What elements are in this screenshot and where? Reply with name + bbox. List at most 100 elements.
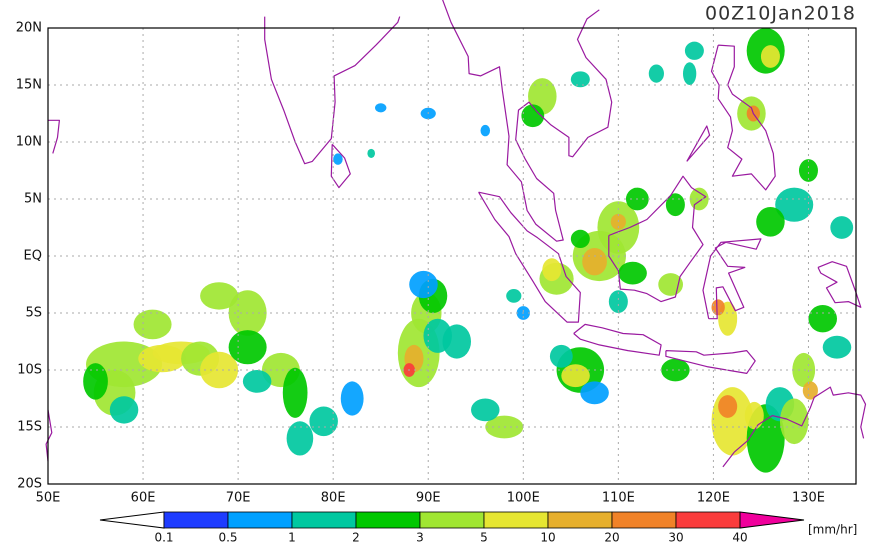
rain-blob — [665, 193, 685, 217]
rain-blob — [367, 148, 376, 158]
lat-label: 20N — [16, 21, 42, 36]
colorbar-label: 0.1 — [154, 531, 173, 545]
rain-blob — [471, 398, 500, 422]
rain-blob — [561, 364, 590, 388]
colorbar-segment — [227, 511, 293, 529]
colorbar-segment — [419, 511, 485, 529]
rain-blob — [682, 62, 697, 85]
lat-label: 15S — [17, 420, 42, 435]
rain-blob — [549, 344, 573, 368]
colorbar-label: 2 — [352, 531, 360, 545]
rain-blob — [309, 406, 338, 437]
rain-blob — [760, 45, 780, 68]
lon-label: 50E — [36, 491, 61, 506]
rain-blob — [542, 258, 562, 282]
rain-blob — [570, 71, 590, 88]
rain-blob — [200, 351, 239, 389]
rain-blob — [200, 282, 239, 310]
lat-label: 10N — [16, 135, 42, 150]
rain-blob — [580, 381, 609, 405]
rain-blob — [521, 104, 545, 128]
lon-label: 100E — [507, 491, 540, 506]
rain-blob — [480, 124, 491, 137]
colorbar-label: 5 — [480, 531, 488, 545]
colorbar-segment — [675, 511, 741, 529]
lon-label: 60E — [131, 491, 156, 506]
lon-label: 80E — [321, 491, 346, 506]
rain-blob — [282, 367, 308, 418]
rain-layer — [83, 28, 854, 473]
rain-blob — [808, 305, 837, 333]
lon-label: 90E — [416, 491, 441, 506]
colorbar-label: 30 — [668, 531, 683, 545]
rain-blob — [570, 229, 590, 249]
rain-blob — [228, 330, 267, 365]
colorbar-label: 3 — [416, 531, 424, 545]
coastlines — [45, 0, 867, 468]
map-frame — [47, 27, 857, 485]
rain-blob — [133, 309, 172, 340]
lat-label: 5N — [24, 192, 42, 207]
rain-blob — [792, 352, 816, 388]
coastline — [478, 191, 581, 323]
colorbar-label: 40 — [732, 531, 747, 545]
rain-blob — [744, 401, 764, 430]
rain-blob — [506, 289, 522, 303]
rain-blob — [658, 273, 683, 296]
rain-blob — [775, 187, 814, 222]
coastline — [330, 143, 351, 189]
coastline — [665, 350, 756, 374]
rain-blob — [442, 324, 472, 359]
lat-label: EQ — [24, 249, 42, 264]
rain-blob — [648, 64, 664, 83]
coastline — [608, 175, 707, 303]
coastline — [702, 238, 762, 320]
lon-label: 130E — [792, 491, 825, 506]
map-title: 00Z10Jan2018 — [705, 3, 856, 25]
rain-blob — [618, 261, 647, 285]
coastline — [573, 323, 662, 356]
coastline — [817, 261, 862, 308]
rain-blob — [684, 41, 704, 60]
colorbar-segment — [355, 511, 421, 529]
lat-label: 15N — [16, 78, 42, 93]
colorbar-segment — [547, 511, 613, 529]
rain-blob — [711, 299, 725, 316]
coastline — [48, 119, 60, 154]
lon-label: 120E — [697, 491, 730, 506]
rain-blob — [83, 363, 108, 400]
rain-blob — [109, 396, 139, 424]
rain-blob — [779, 398, 809, 445]
lon-label: 70E — [226, 491, 251, 506]
colorbar-segment — [291, 511, 357, 529]
colorbar-unit: [mm/hr] — [808, 523, 857, 537]
rain-blob — [822, 335, 852, 359]
rain-blob — [608, 290, 628, 313]
colorbar-label: 1 — [288, 531, 296, 545]
rain-blob — [830, 216, 854, 239]
coastline — [442, 0, 613, 242]
coastline — [722, 451, 735, 468]
rain-blob — [340, 381, 364, 416]
rain-blob — [409, 270, 438, 299]
colorbar-segment — [611, 511, 677, 529]
lon-label: 110E — [602, 491, 635, 506]
colorbar-segment — [163, 511, 229, 529]
rain-blob — [242, 370, 272, 393]
rain-blob — [689, 187, 709, 211]
rain-blob — [333, 153, 343, 165]
lat-label: 5S — [25, 306, 42, 321]
colorbar-label: 0.5 — [218, 531, 237, 545]
lat-label: 10S — [17, 363, 42, 378]
rain-blob — [718, 395, 738, 418]
rain-blob — [756, 206, 785, 237]
colorbar-triangle — [739, 511, 805, 529]
rain-blob — [802, 381, 818, 400]
coastline — [710, 44, 776, 191]
rain-blob — [375, 103, 387, 113]
lat-label: 20S — [17, 477, 42, 492]
rain-blob — [661, 358, 690, 382]
